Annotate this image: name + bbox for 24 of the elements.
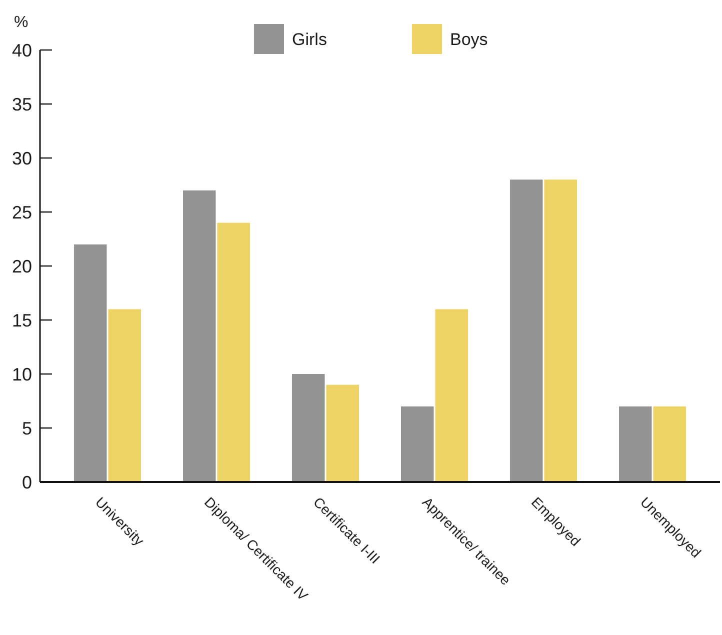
- legend-label: Girls: [292, 30, 327, 49]
- y-tick-label: 5: [22, 418, 32, 438]
- y-axis-title: %: [14, 14, 28, 31]
- y-tick-label: 15: [12, 310, 32, 330]
- bar: [400, 406, 434, 482]
- bar: [292, 374, 325, 482]
- bar: [217, 222, 250, 482]
- legend-label: Boys: [450, 30, 488, 49]
- y-tick-label: 35: [12, 94, 32, 114]
- bar: [653, 406, 686, 482]
- bar: [435, 309, 468, 482]
- y-tick-label: 30: [12, 148, 32, 168]
- bar: [544, 180, 578, 482]
- bar: [510, 180, 543, 482]
- bar: [108, 309, 142, 482]
- bar: [182, 190, 216, 482]
- y-tick-label: 25: [12, 202, 32, 222]
- bar: [326, 384, 360, 482]
- y-tick-label: 10: [12, 364, 32, 384]
- bar: [74, 244, 107, 482]
- bar: [618, 406, 652, 482]
- y-tick-label: 0: [22, 472, 32, 492]
- y-tick-label: 40: [12, 40, 32, 60]
- y-tick-label: 20: [12, 256, 32, 276]
